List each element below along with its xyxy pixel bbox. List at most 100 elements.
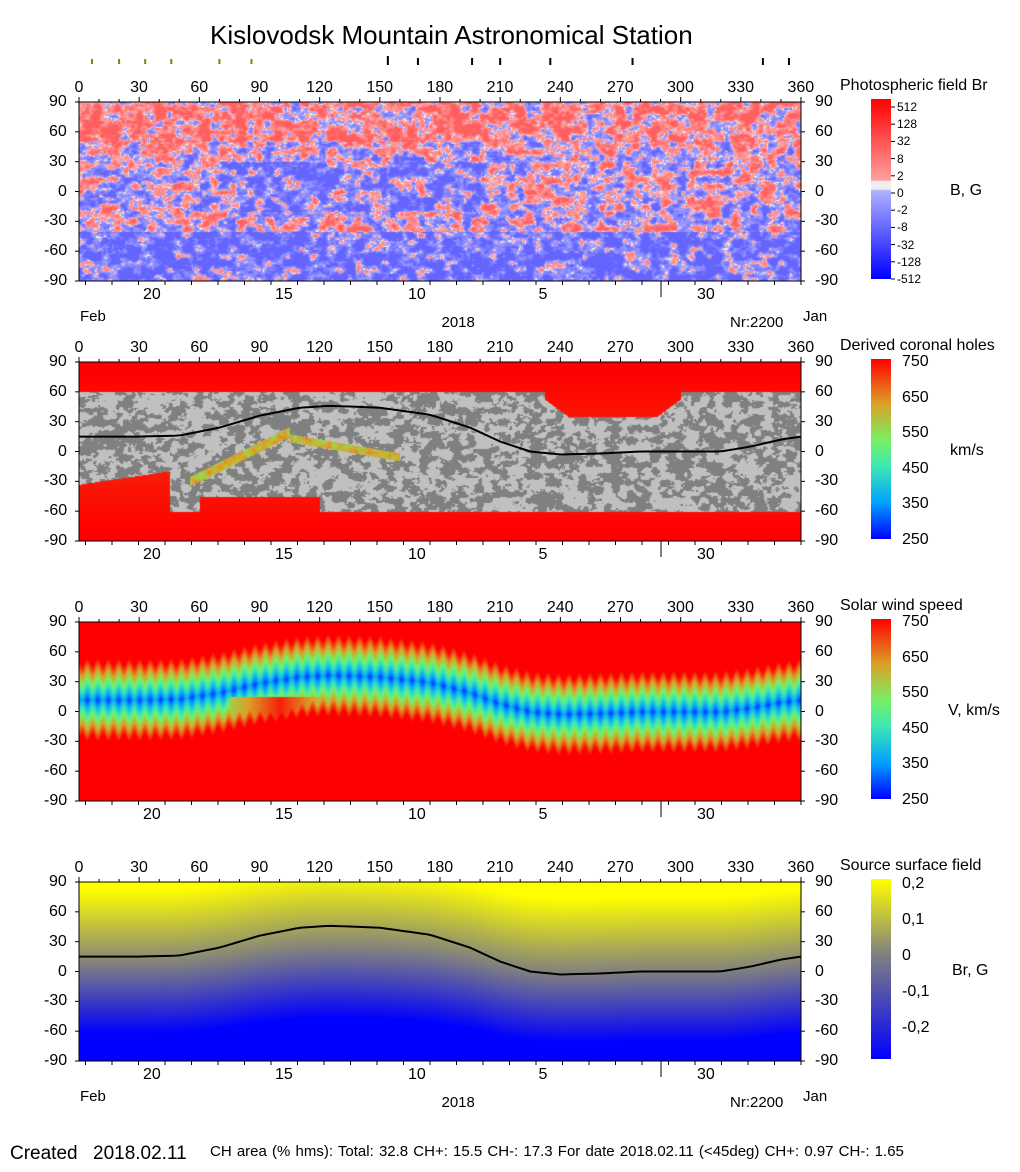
- colorbar-tick-label: 512: [897, 100, 918, 114]
- y-tick-label-right: -90: [815, 1052, 839, 1069]
- y-tick-label: -60: [44, 502, 68, 520]
- x-tick-label: 30: [130, 79, 148, 96]
- x-tick-label: 330: [727, 859, 755, 876]
- neutral-line: [79, 924, 802, 976]
- colorbar-tick-label: -8: [897, 220, 908, 235]
- colorbar-tick-label: 650: [902, 648, 929, 666]
- colorbar-tick-label: 2: [897, 168, 904, 183]
- x-tick-label: 210: [486, 79, 514, 96]
- colorbar-tick-label: 350: [902, 755, 929, 773]
- x-tick-label: 60: [190, 859, 209, 876]
- plot-frame: [78, 101, 802, 282]
- x-tick-label: 240: [546, 599, 574, 616]
- x-tick-label: 300: [667, 79, 694, 96]
- date-tick-label: 5: [538, 546, 548, 563]
- y-tick-label: -90: [44, 272, 68, 289]
- colorbar-tick-label: 250: [902, 791, 929, 808]
- y-tick-label-right: 0: [815, 702, 824, 720]
- y-tick-label-right: 30: [815, 932, 833, 950]
- rotation-number: Nr:2200: [730, 1094, 784, 1111]
- x-tick-label: 300: [667, 339, 694, 356]
- y-tick-label: -30: [44, 472, 68, 490]
- colorbar-tick-label: 128: [897, 117, 918, 132]
- date-tick-label: 30: [697, 286, 715, 303]
- x-tick-label: 60: [190, 599, 209, 616]
- month-label-left: Feb: [80, 1088, 106, 1105]
- x-tick-label: 150: [366, 339, 394, 356]
- y-tick-label: 30: [49, 152, 67, 170]
- x-tick-label: 60: [190, 339, 209, 356]
- colorbar-unit-label: Br, G: [952, 961, 989, 979]
- colorbar-tick-label: -512: [897, 272, 922, 286]
- colorbar-tick-label: 750: [902, 613, 929, 630]
- y-tick-label-right: 90: [815, 353, 833, 370]
- date-tick-label: 20: [143, 1066, 161, 1083]
- colorbar-title: Photospheric field Br: [840, 77, 988, 94]
- y-tick-label: -30: [44, 732, 68, 750]
- colorbar-tick-label: 450: [902, 459, 929, 477]
- colorbar-title: Solar wind speed: [840, 597, 963, 614]
- x-tick-label: 120: [306, 339, 333, 356]
- x-tick-label: 120: [306, 79, 333, 96]
- heatmap-0: [79, 102, 801, 281]
- x-tick-label: 120: [306, 859, 333, 876]
- y-tick-label-right: 30: [815, 152, 833, 170]
- x-tick-label: 300: [667, 599, 694, 616]
- x-tick-label: 30: [130, 339, 148, 356]
- y-tick-label: -60: [44, 762, 68, 780]
- x-tick-label: 270: [607, 859, 634, 876]
- created-label: Created: [10, 1143, 78, 1164]
- colorbar-tick-label: 550: [902, 424, 929, 442]
- colorbar-title: Source surface field: [840, 857, 982, 874]
- date-tick-label: 10: [408, 1066, 426, 1083]
- y-tick-label: 30: [49, 932, 67, 950]
- x-tick-label: 180: [426, 79, 454, 96]
- page-title: Kislovodsk Mountain Astronomical Station: [210, 20, 693, 50]
- colorbar-tick-label: 450: [902, 719, 929, 737]
- colorbar-tick-label: 550: [902, 684, 929, 702]
- y-tick-label-right: -30: [815, 472, 839, 490]
- x-tick-label: 270: [607, 79, 634, 96]
- y-tick-label: -90: [44, 1052, 68, 1069]
- rotation-number: Nr:2200: [730, 314, 784, 331]
- y-tick-label: -60: [44, 242, 68, 260]
- date-tick-label: 20: [143, 546, 161, 563]
- created-date: 2018.02.11: [93, 1143, 187, 1164]
- colorbar-tick-label: -2: [897, 203, 908, 218]
- colorbar-tick-label: -0,1: [902, 983, 930, 1000]
- colorbar-tick-label: 32: [897, 134, 911, 149]
- y-tick-label: 60: [49, 122, 67, 140]
- x-tick-label: 330: [727, 339, 755, 356]
- x-tick-label: 150: [366, 79, 394, 96]
- date-tick-label: 30: [697, 806, 715, 823]
- y-tick-label-right: -60: [815, 242, 839, 260]
- y-tick-label: 90: [49, 353, 67, 370]
- month-label-right: Jan: [803, 308, 828, 325]
- date-tick-label: 20: [143, 286, 161, 303]
- colorbar-tick-label: 0: [902, 947, 911, 964]
- y-tick-label-right: 0: [815, 442, 824, 460]
- y-tick-label-right: 60: [815, 642, 833, 660]
- colorbar: [871, 359, 891, 539]
- x-tick-label: 240: [546, 859, 574, 876]
- colorbar-tick-label: -0,2: [902, 1019, 930, 1036]
- y-tick-label-right: -30: [815, 212, 839, 230]
- x-tick-label: 180: [426, 599, 454, 616]
- y-tick-label: 90: [49, 93, 67, 110]
- date-tick-label: 15: [275, 546, 293, 563]
- y-tick-label-right: 60: [815, 902, 833, 920]
- x-tick-label: 360: [787, 599, 815, 616]
- colorbar-unit-label: B, G: [950, 181, 983, 199]
- y-tick-label-right: -60: [815, 1022, 839, 1040]
- y-tick-label-right: -90: [815, 532, 839, 549]
- date-tick-label: 15: [275, 1066, 293, 1083]
- month-label-left: Feb: [80, 308, 106, 325]
- x-tick-label: 90: [250, 859, 269, 876]
- x-tick-label: 0: [74, 79, 84, 96]
- date-tick-label: 30: [697, 1066, 715, 1083]
- x-tick-label: 30: [130, 859, 148, 876]
- y-tick-label: 0: [58, 962, 67, 980]
- y-tick-label: 30: [49, 412, 67, 430]
- y-tick-label: -30: [44, 992, 68, 1010]
